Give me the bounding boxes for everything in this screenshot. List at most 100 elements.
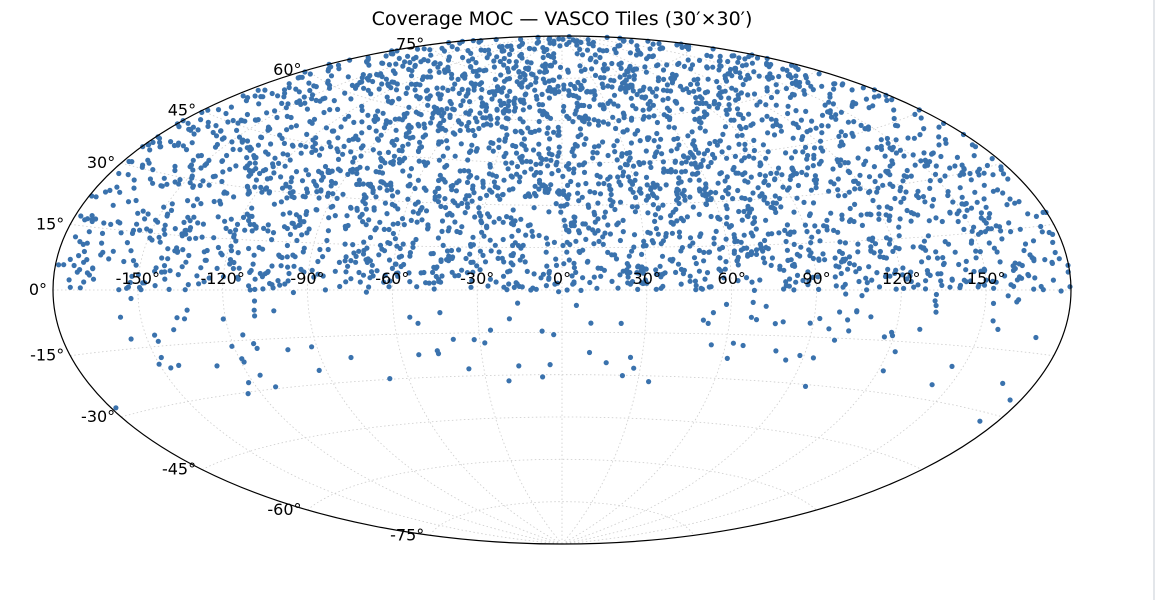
data-point — [146, 142, 152, 148]
data-point — [477, 81, 483, 87]
data-point — [315, 271, 321, 277]
data-point — [466, 366, 472, 372]
data-point — [466, 119, 472, 126]
data-point — [452, 153, 458, 159]
data-point — [156, 135, 163, 141]
data-point — [230, 117, 236, 124]
data-point — [704, 64, 710, 70]
data-point — [405, 183, 411, 189]
data-point — [435, 185, 441, 191]
data-point — [704, 270, 711, 276]
data-point — [489, 89, 495, 95]
data-point — [573, 238, 579, 244]
data-point — [628, 38, 634, 45]
data-point — [918, 158, 924, 164]
data-point — [511, 284, 517, 290]
data-point — [359, 130, 365, 136]
data-point — [438, 126, 444, 132]
data-point — [683, 159, 689, 165]
projection-outline — [52, 35, 1072, 545]
data-point — [198, 152, 204, 159]
grid-parallel — [429, 44, 695, 79]
data-point — [354, 181, 360, 187]
data-point — [517, 257, 523, 263]
data-point — [617, 165, 623, 171]
data-point — [776, 73, 782, 80]
data-point — [866, 105, 872, 111]
data-point — [180, 247, 186, 253]
data-point — [643, 94, 649, 100]
x-tick-label: 30° — [633, 269, 661, 288]
data-point — [892, 122, 899, 128]
data-point — [223, 110, 229, 117]
data-point — [445, 87, 451, 93]
data-point — [849, 130, 855, 136]
data-point — [125, 172, 131, 178]
data-point — [322, 287, 328, 293]
data-point — [1027, 252, 1033, 258]
data-point — [507, 51, 513, 58]
data-point — [450, 336, 456, 342]
data-point — [310, 144, 316, 150]
data-point — [341, 143, 347, 149]
data-point — [576, 198, 582, 204]
data-point — [395, 273, 401, 279]
data-point — [377, 185, 383, 191]
data-point — [117, 189, 123, 195]
data-point — [542, 61, 549, 67]
data-point — [400, 143, 406, 149]
data-point — [981, 170, 987, 176]
data-point — [816, 286, 822, 292]
data-point — [593, 59, 599, 65]
data-point — [605, 176, 611, 182]
data-point — [896, 233, 902, 239]
data-point — [311, 178, 317, 184]
data-point — [128, 295, 134, 302]
data-point — [446, 225, 452, 231]
data-point — [456, 119, 462, 125]
data-point — [617, 272, 623, 278]
data-point — [472, 214, 478, 220]
data-point — [961, 165, 967, 172]
data-point — [785, 110, 791, 117]
data-point — [414, 46, 421, 52]
data-point — [643, 148, 649, 154]
data-point — [522, 72, 528, 78]
data-point — [1040, 287, 1046, 293]
data-point — [685, 133, 691, 139]
data-point — [570, 119, 576, 125]
data-point — [159, 255, 165, 261]
data-point — [340, 191, 346, 197]
data-point — [124, 240, 130, 246]
data-point — [655, 205, 662, 211]
data-point — [392, 116, 398, 122]
data-point — [444, 212, 450, 218]
data-point — [590, 149, 596, 155]
data-point — [412, 87, 418, 93]
data-point — [688, 66, 694, 72]
data-point — [527, 45, 533, 52]
data-point — [84, 257, 90, 263]
data-point — [676, 229, 683, 235]
data-point — [789, 91, 796, 97]
data-point — [413, 109, 419, 115]
data-point — [852, 186, 858, 192]
data-point — [433, 273, 439, 280]
data-point — [922, 199, 928, 205]
data-point — [541, 49, 547, 55]
data-point — [605, 152, 611, 159]
data-point — [634, 204, 640, 210]
data-point — [543, 156, 549, 162]
data-point — [627, 269, 633, 276]
data-point — [754, 55, 761, 61]
data-point — [360, 143, 366, 149]
data-point — [490, 148, 496, 154]
data-point — [591, 209, 597, 215]
data-point — [481, 122, 487, 128]
data-point — [499, 255, 505, 261]
data-point — [918, 115, 924, 121]
data-point — [252, 276, 258, 282]
data-point — [457, 229, 463, 236]
data-point — [459, 224, 465, 230]
